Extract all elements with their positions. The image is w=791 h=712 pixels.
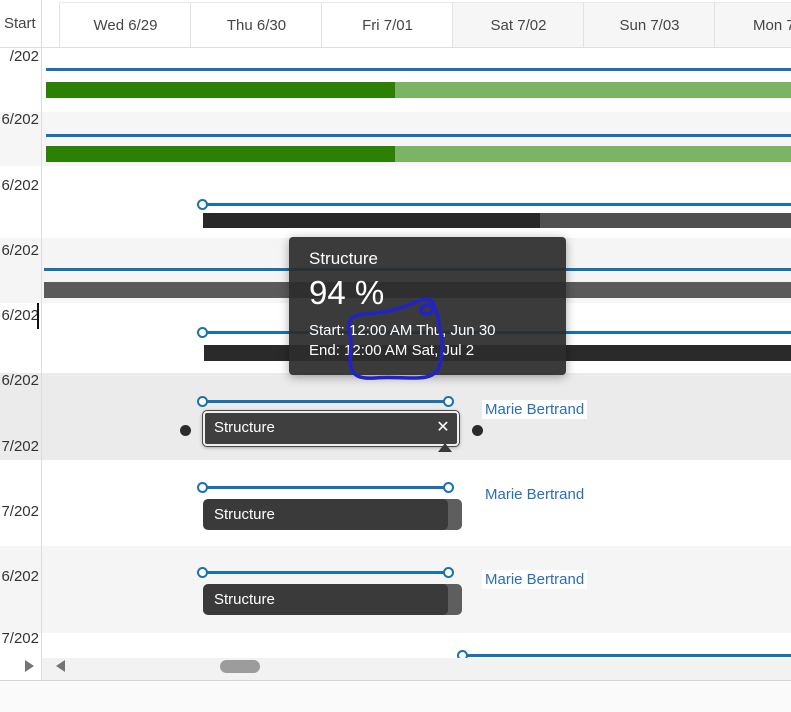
- left-panel-scroll-corner: [0, 658, 41, 680]
- start-date-cell: /202: [9, 48, 39, 65]
- baseline-endpoint[interactable]: [443, 396, 454, 407]
- row-stripe: [0, 633, 791, 658]
- horizontal-scrollbar-thumb[interactable]: [220, 660, 260, 673]
- horizontal-scrollbar-track[interactable]: [42, 658, 791, 680]
- assignee-link[interactable]: Marie Bertrand: [482, 570, 588, 589]
- baseline-endpoint[interactable]: [443, 567, 454, 578]
- date-header-fri[interactable]: Fri 7/01: [321, 2, 453, 47]
- start-date-cell: 6/202: [1, 372, 39, 389]
- baseline-bar: [206, 203, 791, 206]
- task-name-input[interactable]: Structure: [214, 419, 275, 436]
- start-date-cell: 7/202: [1, 503, 39, 520]
- start-column-header: Start: [0, 0, 43, 47]
- date-header-thu[interactable]: Thu 6/30: [190, 2, 322, 47]
- scroll-left-icon[interactable]: [56, 660, 65, 672]
- task-bar[interactable]: Structure: [203, 584, 448, 615]
- progress-bar-done[interactable]: [46, 82, 395, 98]
- start-date-cell: 7/202: [1, 438, 39, 455]
- progress-bar-remaining[interactable]: [395, 146, 791, 162]
- task-bar-done[interactable]: [203, 213, 540, 228]
- resize-handle-left[interactable]: [180, 425, 191, 436]
- page-background: [0, 681, 791, 712]
- tooltip-title: Structure: [309, 249, 378, 268]
- date-header-wed[interactable]: Wed 6/29: [59, 2, 191, 47]
- start-date-cell: 7/202: [1, 630, 39, 647]
- close-icon[interactable]: ✕: [436, 419, 450, 436]
- baseline-bar: [206, 400, 444, 403]
- task-bar-remaining[interactable]: [540, 213, 791, 228]
- date-header-mon[interactable]: Mon 7/0: [714, 2, 791, 47]
- header-bottom-border: [0, 47, 791, 48]
- assignee-link[interactable]: Marie Bertrand: [482, 400, 588, 419]
- baseline-endpoint[interactable]: [443, 482, 454, 493]
- task-bar[interactable]: Structure: [203, 499, 448, 530]
- scroll-right-icon[interactable]: [25, 660, 34, 672]
- start-date-cell: 6/202: [1, 111, 39, 128]
- resize-handle-right[interactable]: [472, 425, 483, 436]
- text-cursor-caret: [37, 303, 39, 329]
- date-header-sun[interactable]: Sun 7/03: [583, 2, 716, 47]
- progress-bar-remaining[interactable]: [395, 82, 791, 98]
- task-name-editor[interactable]: Structure ✕: [203, 411, 459, 446]
- chart-bottom-border: [0, 680, 791, 681]
- date-header-sat[interactable]: Sat 7/02: [452, 2, 584, 47]
- progress-bar-done[interactable]: [46, 146, 395, 162]
- start-date-cell: 6/202: [1, 568, 39, 585]
- tooltip-end: End: 12:00 AM Sat, Jul 2: [309, 342, 475, 359]
- baseline-bar: [206, 486, 444, 489]
- tooltip-percent: 94 %: [309, 274, 385, 311]
- row-stripe: [0, 47, 791, 112]
- baseline-bar: [466, 654, 791, 657]
- callout-arrow-up-icon: [438, 443, 452, 452]
- baseline-bar: [206, 571, 444, 574]
- task-tooltip: Structure 94 % Start: 12:00 AM Thu, Jun …: [289, 237, 566, 375]
- start-date-cell: 6/202: [1, 177, 39, 194]
- start-date-cell: 6/202: [1, 307, 39, 324]
- tooltip-start: Start: 12:00 AM Thu, Jun 30: [309, 322, 496, 339]
- start-date-cell: 6/202: [1, 242, 39, 259]
- baseline-bar: [46, 68, 791, 71]
- table-chart-divider: [41, 0, 42, 680]
- assignee-link[interactable]: Marie Bertrand: [485, 486, 585, 503]
- baseline-bar: [46, 134, 791, 137]
